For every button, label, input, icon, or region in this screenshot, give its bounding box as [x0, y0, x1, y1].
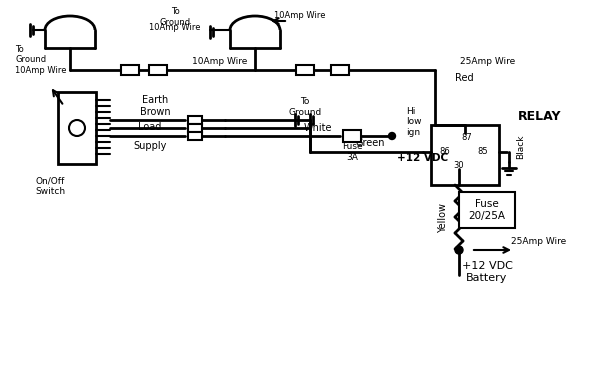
Text: Black: Black — [517, 135, 526, 159]
Text: RELAY: RELAY — [518, 111, 562, 123]
Text: Hi
low
ign: Hi low ign — [406, 107, 421, 137]
Circle shape — [389, 132, 395, 139]
Text: On/Off
Switch: On/Off Switch — [35, 176, 65, 196]
Bar — [331, 65, 349, 75]
Text: 86: 86 — [440, 147, 451, 157]
Text: Supply: Supply — [133, 141, 167, 151]
Text: 25Amp Wire: 25Amp Wire — [511, 237, 566, 246]
Text: 30: 30 — [454, 161, 464, 170]
Text: 87: 87 — [461, 132, 472, 142]
Text: 85: 85 — [478, 147, 488, 157]
Bar — [58, 92, 96, 164]
Text: 10Amp Wire: 10Amp Wire — [149, 23, 201, 32]
Text: Green: Green — [355, 138, 385, 148]
Text: To
Ground: To Ground — [289, 97, 322, 117]
Text: To
Ground: To Ground — [160, 7, 191, 27]
Text: 10Amp Wire: 10Amp Wire — [193, 57, 248, 65]
Text: Yellow: Yellow — [438, 203, 448, 233]
Text: 25Amp Wire: 25Amp Wire — [460, 57, 515, 65]
Circle shape — [455, 246, 463, 254]
Bar — [343, 130, 361, 142]
Text: White: White — [304, 123, 332, 133]
Text: +12 VDC
Battery: +12 VDC Battery — [461, 261, 512, 283]
Bar — [459, 192, 515, 228]
Text: 10Amp Wire: 10Amp Wire — [274, 11, 326, 19]
Text: To
Ground
10Amp Wire: To Ground 10Amp Wire — [15, 45, 67, 75]
Bar — [431, 125, 499, 185]
Bar — [188, 116, 202, 124]
Bar — [121, 65, 139, 75]
Text: Fuse
20/25A: Fuse 20/25A — [469, 199, 505, 221]
Bar — [149, 65, 167, 75]
Text: Earth
Brown: Earth Brown — [140, 95, 170, 117]
Text: +12 VDC: +12 VDC — [397, 153, 448, 163]
Bar — [188, 124, 202, 132]
Circle shape — [69, 120, 85, 136]
Bar — [296, 65, 314, 75]
Text: Red: Red — [455, 73, 473, 83]
Text: Load: Load — [139, 122, 161, 132]
Text: Fuse
3A: Fuse 3A — [341, 142, 362, 162]
Bar — [188, 132, 202, 140]
